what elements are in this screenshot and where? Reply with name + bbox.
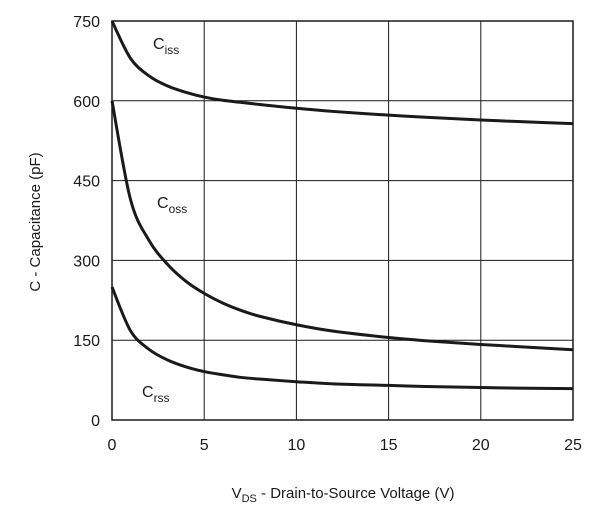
y-tick-labels: 0 150 300 450 600 750 [73,14,100,430]
y-tick-label: 150 [73,333,100,350]
x-tick-label: 20 [472,437,490,454]
series-label-ciss: Ciss [153,36,179,57]
x-tick-label: 25 [564,437,582,454]
x-tick-label: 10 [288,437,306,454]
x-axis-title: VDS - Drain-to-Source Voltage (V) [232,485,455,505]
x-tick-label: 5 [200,437,209,454]
y-tick-label: 600 [73,94,100,111]
y-axis-title: C - Capacitance (pF) [27,152,44,291]
x-tick-labels: 0 5 10 15 20 25 [108,437,582,454]
x-tick-label: 0 [108,437,117,454]
series-line-coss [110,100,574,352]
series-label-coss: Coss [157,195,187,216]
series-line-crss [110,286,574,391]
y-tick-label: 450 [73,174,100,191]
series-curves [110,20,574,391]
series-label-crss: Crss [142,384,170,405]
y-tick-label: 300 [73,253,100,270]
grid-lines [111,20,574,421]
y-tick-label: 750 [73,14,100,31]
series-line-ciss [110,20,574,126]
x-tick-label: 15 [380,437,398,454]
plot-frame [111,20,574,421]
y-tick-label: 0 [91,413,100,430]
